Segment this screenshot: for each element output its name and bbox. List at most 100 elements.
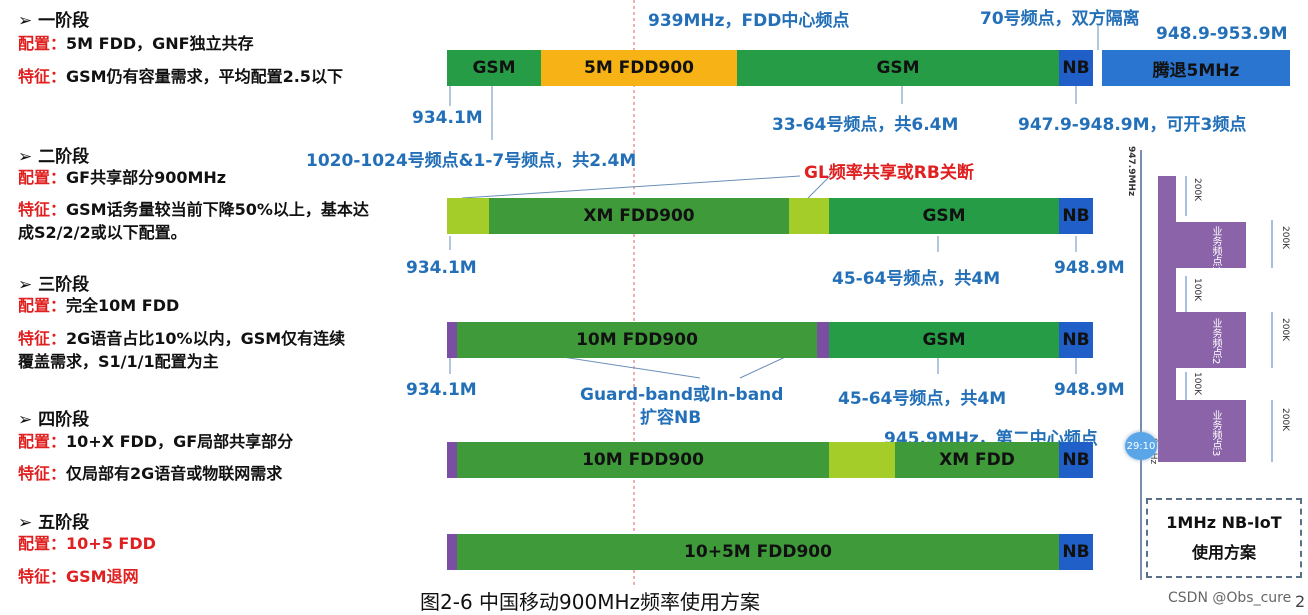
stage1-config-label: 配置： (18, 34, 67, 53)
nb-top-freq: 947.9MHz (1126, 146, 1136, 197)
note-guard-1: Guard-band或In-band (580, 385, 784, 405)
stage3-config-text: 完全10M FDD (66, 296, 180, 315)
r3-seg-nb: NB (1059, 322, 1093, 358)
stage1-config-text: 5M FDD，GNF独立共存 (66, 34, 254, 53)
bar-row-5: 10+5M FDD900 NB (447, 534, 1093, 570)
note-guard-2: 扩容NB (640, 408, 702, 428)
stage1-title: ➢ 一阶段 (18, 11, 90, 31)
note-r1-nb: 947.9-948.9M，可开3频点 (1018, 115, 1247, 135)
stage1-config: 配置：5M FDD，GNF独立共存 (18, 30, 254, 54)
stage1-feature: 特征：GSM仍有容量需求，平均配置2.5以下 (18, 63, 343, 87)
stage3-feature-label: 特征： (18, 329, 67, 348)
stage1-feature-label: 特征： (18, 67, 67, 86)
stage4-title: ➢ 四阶段 (18, 410, 90, 430)
note-ch70: 70号频点，双方隔离 (980, 9, 1140, 29)
nb-block3-label: 业务频点3 (1210, 410, 1221, 457)
stage2-config-text: GF共享部分900MHz (66, 168, 227, 187)
r2-seg-nb: NB (1059, 198, 1093, 234)
bar-row-3: 10M FDD900 GSM NB (447, 322, 1093, 358)
r5-seg-fdd: 10+5M FDD900 (457, 534, 1059, 570)
stage3-config-label: 配置： (18, 296, 67, 315)
csdn-watermark: CSDN @Obs_cure (1168, 590, 1292, 606)
r1-seg-fdd: 5M FDD900 (541, 50, 737, 86)
corner-page-number: 2 (1295, 592, 1306, 611)
stage5-config: 配置：10+5 FDD (18, 530, 156, 554)
stage3-config: 配置：完全10M FDD (18, 292, 179, 316)
r4-seg-purple-a (447, 442, 457, 478)
r2-seg-xm: XM FDD900 (489, 198, 789, 234)
stage2-config: 配置：GF共享部分900MHz (18, 164, 226, 188)
nb-gap-mid1-label: 100K (1192, 278, 1202, 302)
nb-block2-label: 业务频点2 (1210, 318, 1221, 365)
r2-seg-gsm: GSM (829, 198, 1059, 234)
r4-seg-share (829, 442, 895, 478)
stage2-title: ➢ 二阶段 (18, 147, 90, 167)
stage5-feature-label: 特征： (18, 567, 67, 586)
nb-width3-label: 200K (1280, 408, 1290, 432)
stage2-feature-text: GSM话务量较当前下降50%以上，基本达 (66, 200, 369, 219)
bar-row-1-retire: 腾退5MHz (1102, 50, 1290, 86)
stage5-feature: 特征：GSM退网 (18, 563, 139, 587)
stage2-config-label: 配置： (18, 168, 67, 187)
stage3-feature-cont: 覆盖需求，S1/1/1配置为主 (18, 352, 219, 371)
note-r2-ch: 45-64号频点，共4M (832, 269, 1001, 289)
bar-row-1: GSM 5M FDD900 GSM NB (447, 50, 1093, 86)
stage4-config: 配置：10+X FDD，GF局部共享部分 (18, 428, 293, 452)
r1-seg-gsm-b: GSM (737, 50, 1059, 86)
nb-comb-shape (1158, 176, 1246, 462)
r1-seg-nb: NB (1059, 50, 1093, 86)
stage2-feature-cont: 成S2/2/2或以下配置。 (18, 223, 187, 242)
nb-gap-mid2-label: 100K (1192, 372, 1202, 396)
note-r1-low: 934.1M (412, 108, 483, 128)
note-center-freq: 939MHz，FDD中心频点 (648, 11, 850, 31)
bar-row-2: XM FDD900 GSM NB (447, 198, 1093, 234)
note-r3-ch: 45-64号频点，共4M (838, 389, 1007, 409)
note-r3-low: 934.1M (406, 380, 477, 400)
stage4-config-label: 配置： (18, 432, 67, 451)
r2-seg-share-a (447, 198, 489, 234)
note-gl-share: GL频率共享或RB关断 (804, 163, 974, 183)
stage4-feature: 特征：仅局部有2G语音或物联网需求 (18, 460, 282, 484)
note-range-top: 948.9-953.9M (1156, 24, 1288, 44)
r3-seg-fdd: 10M FDD900 (457, 322, 817, 358)
r1-seg-retire: 腾退5MHz (1102, 50, 1290, 86)
timer-badge: 29:10 (1125, 432, 1157, 460)
gl-line-right (807, 175, 831, 199)
note-r1-extra: 1020-1024号频点&1-7号频点，共2.4M (306, 151, 637, 171)
bar-row-4: 10M FDD900 XM FDD NB (447, 442, 1093, 478)
r4-seg-nb: NB (1059, 442, 1093, 478)
gl-line-left (461, 175, 801, 199)
note-r1-ch: 33-64号频点，共6.4M (772, 115, 959, 135)
note-r3-high: 948.9M (1054, 380, 1125, 400)
nb-gap-top-label: 200K (1192, 178, 1202, 202)
stage3-title: ➢ 三阶段 (18, 275, 90, 295)
stage3-feature-text: 2G语音占比10%以内，GSM仅有连续 (66, 329, 346, 348)
nb-iot-box: 1MHz NB-IoT 使用方案 (1146, 498, 1302, 578)
note-r2-low: 934.1M (406, 258, 477, 278)
nb-width2-label: 200K (1280, 318, 1290, 342)
figure-caption: 图2-6 中国移动900MHz频率使用方案 (420, 590, 760, 614)
r2-seg-share-b (789, 198, 829, 234)
r5-seg-nb: NB (1059, 534, 1093, 570)
r1-seg-gsm-a: GSM (447, 50, 541, 86)
note-r2-high: 948.9M (1054, 258, 1125, 278)
stage2-feature: 特征：GSM话务量较当前下降50%以上，基本达 (18, 196, 369, 220)
stage4-feature-label: 特征： (18, 464, 67, 483)
r4-seg-xm: XM FDD (895, 442, 1059, 478)
r3-seg-gsm: GSM (829, 322, 1059, 358)
nb-width1-label: 200K (1280, 226, 1290, 250)
r4-seg-fdd: 10M FDD900 (457, 442, 829, 478)
r5-seg-purple (447, 534, 457, 570)
nb-block1-label: 业务频点1 (1210, 226, 1221, 273)
r3-seg-purple-b (817, 322, 829, 358)
stage3-feature: 特征：2G语音占比10%以内，GSM仅有连续 (18, 325, 345, 349)
stage5-feature-text: GSM退网 (66, 567, 139, 586)
stage5-title: ➢ 五阶段 (18, 513, 90, 533)
nb-iot-box-line2: 使用方案 (1191, 543, 1256, 562)
stage4-config-text: 10+X FDD，GF局部共享部分 (66, 432, 294, 451)
stage5-config-label: 配置： (18, 534, 67, 553)
r3-seg-purple-a (447, 322, 457, 358)
stage2-feature-label: 特征： (18, 200, 67, 219)
nb-iot-box-line1: 1MHz NB-IoT (1166, 512, 1282, 532)
